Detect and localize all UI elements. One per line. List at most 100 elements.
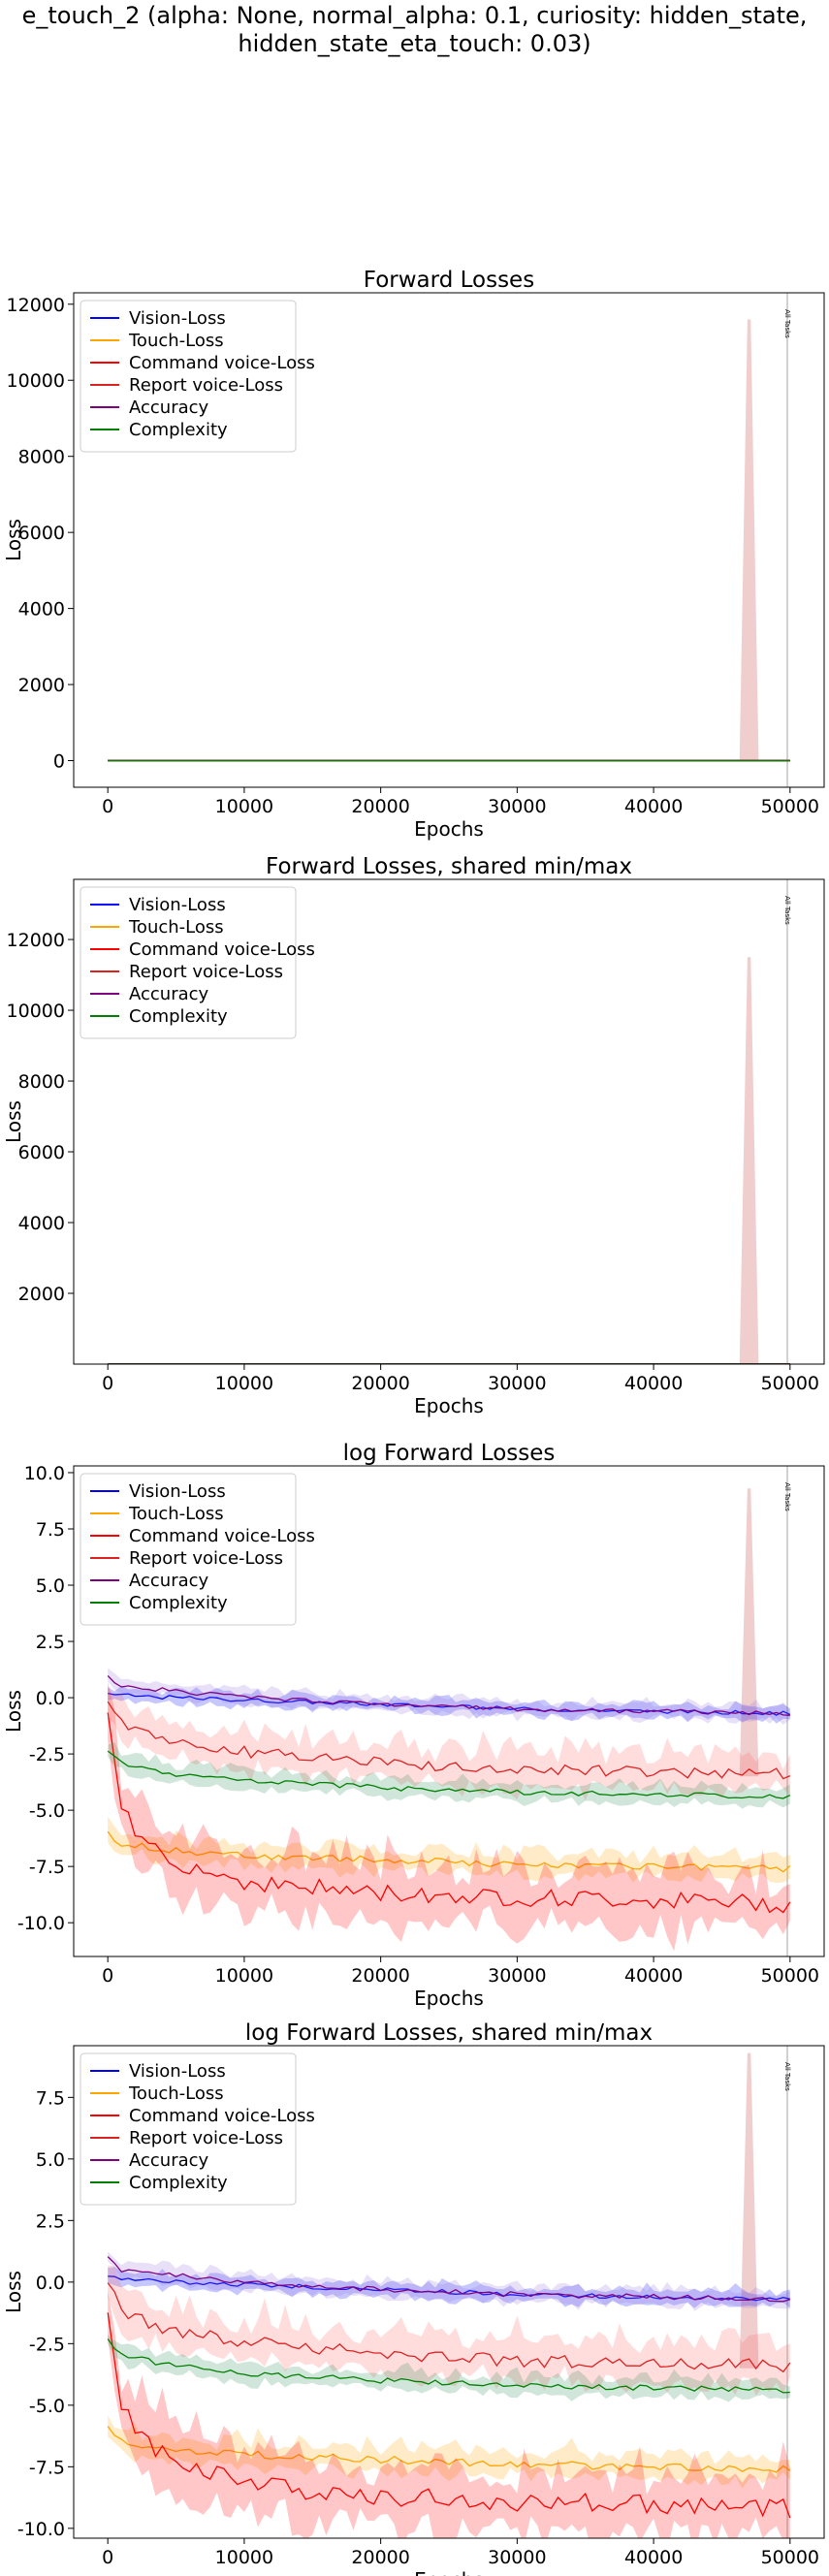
chart-title: Forward Losses, shared min/max <box>266 854 632 879</box>
x-tick-label: 10000 <box>215 1965 273 1987</box>
legend-entry: Command voice-Loss <box>129 2106 315 2126</box>
series-line <box>107 2338 790 2394</box>
x-tick-label: 30000 <box>488 796 546 817</box>
series-band <box>108 1685 790 1724</box>
x-tick-label: 0 <box>102 2547 113 2568</box>
legend-frame <box>80 300 297 453</box>
y-axis-label: Loss <box>2 519 25 561</box>
y-tick-label: 2.5 <box>36 1632 65 1653</box>
series-touch-loss <box>107 1816 791 1884</box>
x-tick-label: 20000 <box>351 1373 409 1394</box>
x-tick-label: 50000 <box>761 1965 819 1987</box>
chart-panel-4: log Forward Losses, shared min/max 0 10000… <box>2 2020 825 2576</box>
legend-entry: Touch-Loss <box>128 2083 224 2104</box>
chart-title: log Forward Losses, shared min/max <box>245 2020 653 2046</box>
series-complexity <box>107 1742 791 1809</box>
series-band <box>108 2251 790 2311</box>
series-band <box>108 1681 790 1952</box>
all-tasks-label: All Tasks <box>783 309 791 338</box>
x-axis-label: Epochs <box>414 1394 484 1417</box>
chart-title: log Forward Losses <box>343 1441 556 1466</box>
legend-entry: Touch-Loss <box>128 331 224 351</box>
x-tick-label: 10000 <box>215 796 273 817</box>
x-tick-label: 30000 <box>488 1373 546 1394</box>
series-command-voice-loss <box>107 1681 791 1952</box>
series-band <box>108 1816 790 1884</box>
legend-entry: Complexity <box>129 1006 228 1027</box>
figure-title: e_touch_2 (alpha: None, normal_alpha: 0.… <box>21 2 808 57</box>
y-tick-label: 4000 <box>18 1213 65 1234</box>
series-report-voice-loss <box>107 2265 791 2396</box>
y-tick-label: 5.0 <box>36 2149 65 2171</box>
loss-spike-band <box>739 319 759 761</box>
x-tick-label: 10000 <box>215 2547 273 2568</box>
x-tick-label: 0 <box>102 1965 113 1987</box>
y-tick-label: 2000 <box>18 675 65 696</box>
all-tasks-label: All Tasks <box>783 1482 791 1511</box>
all-tasks-label: All Tasks <box>783 896 791 925</box>
legend-entry: Vision-Loss <box>129 308 226 329</box>
series-line <box>107 1712 791 1914</box>
series-band <box>108 2265 790 2396</box>
y-tick-label: 10000 <box>7 370 65 392</box>
series-line <box>107 1674 790 1716</box>
y-tick-label: 8000 <box>18 447 65 468</box>
legend-entry: Report voice-Loss <box>129 1548 283 1569</box>
chart-panel-2: Forward Losses, shared min/max 0 10000 2000… <box>2 854 825 1417</box>
x-tick-label: 0 <box>102 796 113 817</box>
y-tick-label: -10.0 <box>17 2519 65 2540</box>
series-band <box>108 2335 790 2402</box>
y-tick-label: 2000 <box>18 1284 65 1305</box>
y-tick-label: 5.0 <box>36 1575 65 1597</box>
legend-entry: Command voice-Loss <box>129 353 315 373</box>
x-tick-label: 50000 <box>761 796 819 817</box>
legend-entry: Vision-Loss <box>129 2061 226 2082</box>
legend-entry: Report voice-Loss <box>129 962 283 982</box>
series-band <box>108 1668 790 1725</box>
x-axis-label: Epochs <box>414 817 484 841</box>
legend-entry: Report voice-Loss <box>129 375 283 396</box>
series-band <box>108 2290 790 2538</box>
legend-entry: Touch-Loss <box>128 917 224 938</box>
legend-frame <box>80 2052 297 2206</box>
y-tick-label: -5.0 <box>29 1800 65 1822</box>
y-tick-label: 2.5 <box>36 2210 65 2232</box>
y-tick-label: 0.0 <box>36 1688 65 1709</box>
y-tick-label: -7.5 <box>29 1857 65 1878</box>
series-line <box>107 2426 791 2473</box>
legend-entry: Accuracy <box>129 398 209 418</box>
plot-frame <box>73 292 825 788</box>
x-tick-label: 0 <box>102 1373 113 1394</box>
series-report-voice-loss <box>107 1687 791 1801</box>
y-tick-label: 0.0 <box>36 2273 65 2294</box>
x-tick-label: 40000 <box>624 796 683 817</box>
legend-entry: Accuracy <box>129 2150 209 2171</box>
y-tick-label: 4000 <box>18 599 65 620</box>
y-tick-label: 7.5 <box>36 1519 65 1541</box>
y-tick-label: -5.0 <box>29 2396 65 2417</box>
plot-frame <box>73 1465 825 1957</box>
y-tick-label: -2.5 <box>29 1744 65 1765</box>
x-tick-label: 40000 <box>624 1373 683 1394</box>
series-line <box>107 2282 791 2373</box>
legend-entry: Complexity <box>129 2173 228 2193</box>
series-command-voice-loss <box>107 2290 791 2538</box>
y-tick-label: 0 <box>53 751 65 773</box>
series-accuracy <box>107 1668 790 1725</box>
loss-spike-band <box>739 957 759 1364</box>
legend-entry: Command voice-Loss <box>129 939 315 960</box>
y-tick-label: -2.5 <box>29 2334 65 2355</box>
plot-area <box>108 293 790 787</box>
x-tick-label: 20000 <box>351 1965 409 1987</box>
legend-entry: Accuracy <box>129 1571 209 1591</box>
chart-title: Forward Losses <box>364 268 534 293</box>
plot-frame <box>73 878 825 1365</box>
series-line <box>107 1701 791 1780</box>
y-tick-label: -7.5 <box>29 2457 65 2478</box>
x-tick-label: 20000 <box>351 796 409 817</box>
x-tick-label: 10000 <box>215 1373 273 1394</box>
legend-entry: Complexity <box>129 420 228 440</box>
